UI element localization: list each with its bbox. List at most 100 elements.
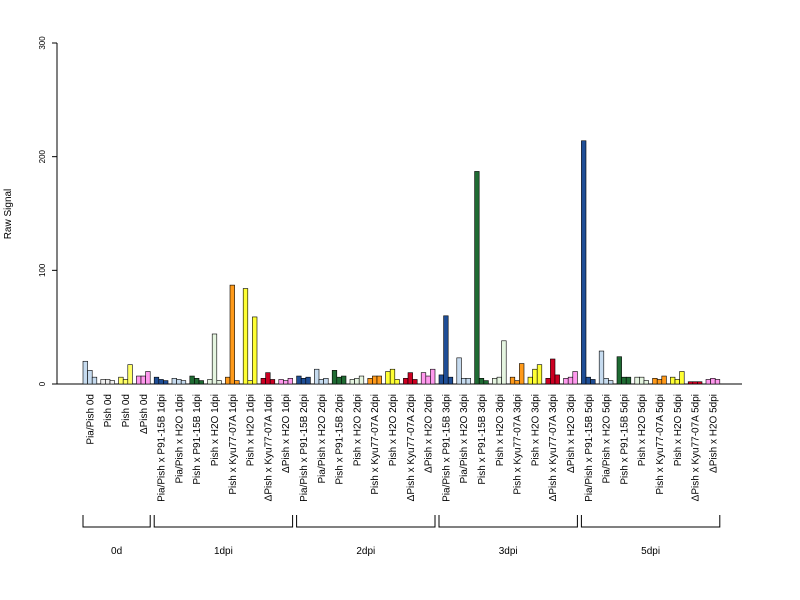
- bar: [305, 376, 311, 385]
- bar: [478, 378, 485, 385]
- bar: [100, 379, 106, 385]
- bar: [443, 315, 449, 385]
- category-label: Pish 0d: [103, 394, 114, 427]
- bar: [425, 375, 431, 385]
- bar: [122, 379, 129, 385]
- group-label: 3dpi: [499, 546, 518, 557]
- bar: [652, 378, 658, 385]
- bar: [354, 378, 360, 385]
- category-label: Pish x H2O 2dpi: [352, 394, 363, 466]
- bar: [91, 376, 98, 385]
- category-label: Pish x H2O 3dpi: [530, 394, 541, 466]
- bar: [697, 381, 703, 385]
- bar: [567, 376, 574, 385]
- bar: [456, 357, 462, 385]
- bar: [82, 360, 88, 385]
- bar: [247, 380, 253, 385]
- bar: [136, 375, 142, 385]
- category-label: Pia/Pish x P91-15B 1dpi: [157, 394, 168, 502]
- bar: [278, 379, 284, 385]
- bar: [341, 375, 347, 385]
- bar: [710, 378, 716, 385]
- timepoint-groups: 0d 1dpi 2dpi 3dpi 5dpi: [82, 515, 721, 557]
- bar: [189, 375, 195, 385]
- category-label: Pish x H2O 1dpi: [246, 394, 257, 466]
- category-label: Pish x H2O 2dpi: [388, 394, 399, 466]
- bar: [461, 378, 467, 385]
- bar: [509, 376, 516, 385]
- bar: [616, 356, 622, 385]
- category-label: Pish x Kyu77-07A 3dpi: [513, 394, 524, 495]
- y-tick-label: 0: [38, 381, 47, 386]
- bar: [314, 368, 320, 385]
- bar: [140, 375, 146, 385]
- bar: [519, 363, 525, 385]
- bar: [483, 380, 489, 385]
- bar: [180, 380, 187, 385]
- bar: [420, 372, 427, 385]
- bar: [492, 378, 498, 385]
- category-label: ΔPish x H2O 5dpi: [708, 394, 719, 473]
- bar: [300, 378, 307, 385]
- bar: [634, 376, 640, 385]
- category-label: Pish x H2O 3dpi: [495, 394, 506, 466]
- y-tick-label: 200: [38, 149, 47, 163]
- bar: [331, 370, 338, 385]
- category-label: ΔPish x Kyu77-07A 3dpi: [548, 394, 559, 501]
- bar: [474, 171, 480, 385]
- group-label: 2dpi: [356, 546, 375, 557]
- bar: [194, 378, 200, 385]
- bar: [545, 378, 551, 385]
- category-label: Pish x Kyu77-07A 2dpi: [370, 394, 381, 495]
- category-label: Pish x H2O 5dpi: [673, 394, 684, 466]
- bar: [514, 380, 520, 385]
- category-label: Pish x P91-15B 3dpi: [477, 394, 488, 485]
- bar: [127, 364, 133, 385]
- bar: [145, 371, 151, 385]
- bar: [527, 376, 533, 385]
- bar: [336, 376, 342, 385]
- category-label: Pia/Pish x P91-15B 3dpi: [441, 394, 452, 502]
- bar: [109, 380, 115, 385]
- bar: [621, 376, 627, 385]
- category-label: ΔPish x Kyu77-07A 5dpi: [691, 394, 702, 501]
- group-label: 0d: [111, 546, 122, 557]
- bar: [118, 376, 124, 385]
- category-label: Pia/Pish x H2O 2dpi: [317, 394, 328, 484]
- bar: [358, 375, 365, 385]
- bar: [590, 379, 596, 385]
- bar: [87, 370, 93, 385]
- category-label: Pish x H2O 1dpi: [210, 394, 221, 466]
- bar: [394, 379, 400, 385]
- bar: [536, 364, 543, 385]
- bar: [269, 379, 276, 385]
- bar: [550, 358, 556, 385]
- bar: [643, 380, 649, 385]
- category-label: Pia/Pish x P91-15B 5dpi: [584, 394, 595, 502]
- bar: [625, 376, 632, 385]
- category-label: ΔPish x Kyu77-07A 1dpi: [263, 394, 274, 501]
- group-label: 1dpi: [214, 546, 233, 557]
- bar: [385, 371, 391, 385]
- bar: [198, 380, 204, 385]
- bar: [403, 378, 409, 385]
- bar: [367, 378, 373, 385]
- bar: [692, 381, 698, 385]
- bar: [376, 375, 382, 385]
- bar: [598, 350, 605, 385]
- bar: [211, 333, 218, 385]
- bar: [207, 379, 213, 385]
- category-label: Pish x H2O 5dpi: [637, 394, 648, 466]
- bar: [572, 371, 578, 385]
- group-bracket: [296, 515, 436, 528]
- category-label: Pia/Pish x H2O 3dpi: [459, 394, 470, 484]
- bar: [465, 378, 471, 385]
- bar: [674, 379, 680, 385]
- bar: [438, 374, 444, 385]
- bar: [705, 379, 711, 385]
- category-labels: Pia/Pish 0d Pish 0d Pish 0d ΔPish 0d Pia/Pis…: [85, 394, 719, 502]
- bar: [639, 376, 645, 385]
- category-label: ΔPish x Kyu77-07A 2dpi: [406, 394, 417, 501]
- bar: [608, 380, 614, 385]
